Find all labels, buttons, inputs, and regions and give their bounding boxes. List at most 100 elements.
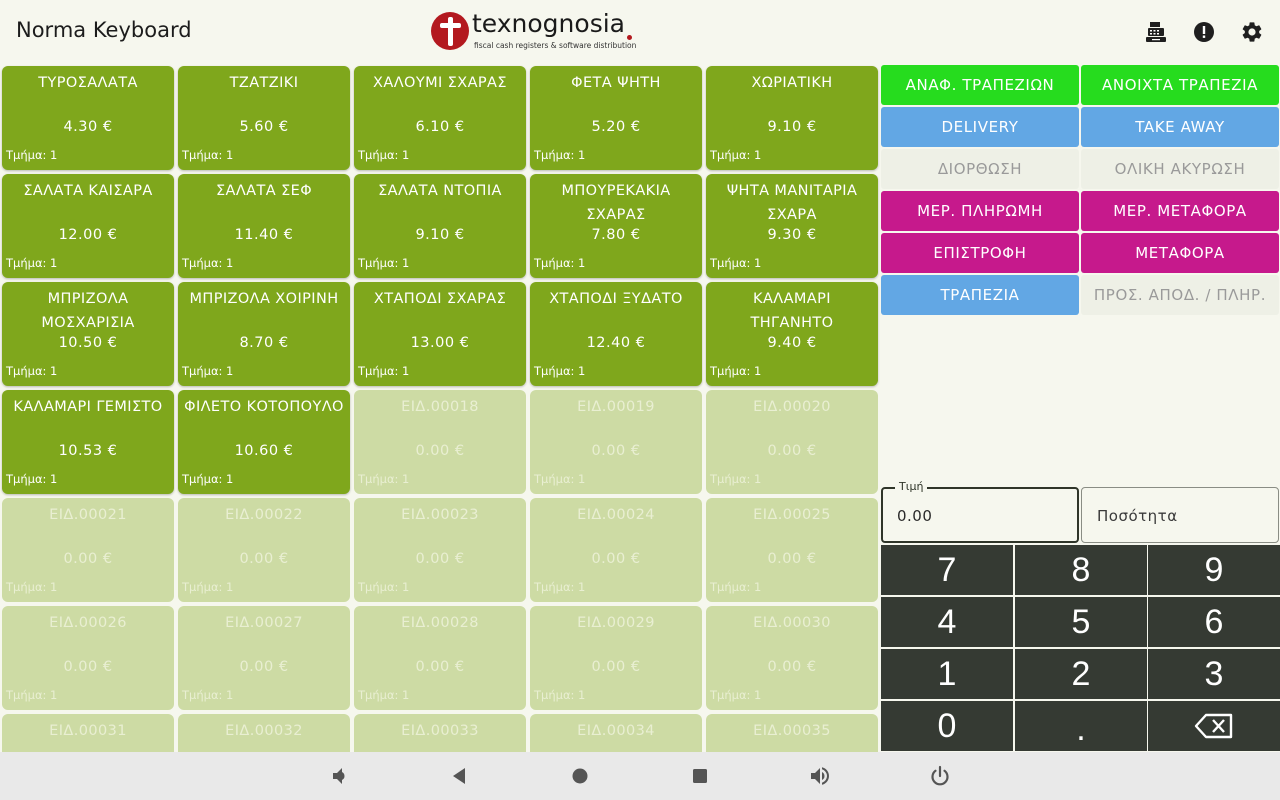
product-tile[interactable]: ΕΙΔ.00020 0.00 € Τμήμα: 1 xyxy=(706,390,878,494)
volume-down-icon[interactable] xyxy=(328,764,352,788)
action-button[interactable]: ΜΕΡ. ΠΛΗΡΩΜΗ xyxy=(881,191,1079,231)
product-department: Τμήμα: 1 xyxy=(182,148,234,162)
product-tile[interactable]: ΜΠΟΥΡΕΚΑΚΙΑ ΣΧΑΡΑΣ 7.80 € Τμήμα: 1 xyxy=(530,174,702,278)
key-7[interactable]: 7 xyxy=(881,545,1013,595)
product-tile[interactable]: ΨΗΤΑ ΜΑΝΙΤΑΡΙΑ ΣΧΑΡΑ 9.30 € Τμήμα: 1 xyxy=(706,174,878,278)
product-department: Τμήμα: 1 xyxy=(182,256,234,270)
product-department: Τμήμα: 1 xyxy=(710,256,762,270)
backspace-key[interactable] xyxy=(1148,701,1280,751)
recents-icon[interactable] xyxy=(688,764,712,788)
product-grid: ΤΥΡΟΣΑΛΑΤΑ 4.30 € Τμήμα: 1 ΤΖΑΤΖΙΚΙ 5.60 € Τμ… xyxy=(0,64,880,752)
product-tile[interactable]: ΧΩΡΙΑΤΙΚΗ 9.10 € Τμήμα: 1 xyxy=(706,66,878,170)
action-button[interactable]: ΤΡΑΠΕΖΙΑ xyxy=(881,275,1079,315)
logo-dot xyxy=(627,35,632,40)
product-tile[interactable]: ΕΙΔ.00030 0.00 € Τμήμα: 1 xyxy=(706,606,878,710)
product-name: ΤΖΑΤΖΙΚΙ xyxy=(229,75,299,91)
product-department: Τμήμα: 1 xyxy=(534,256,586,270)
alert-icon[interactable] xyxy=(1192,20,1216,44)
product-tile[interactable]: ΕΙΔ.00025 0.00 € Τμήμα: 1 xyxy=(706,498,878,602)
price-field[interactable]: Τιμή 0.00 xyxy=(881,480,1079,543)
product-tile[interactable]: ΣΑΛΑΤΑ ΣΕΦ 11.40 € Τμήμα: 1 xyxy=(178,174,350,278)
product-department: Τμήμα: 1 xyxy=(534,472,586,486)
product-name: ΕΙΔ.00033 xyxy=(401,723,479,739)
home-icon[interactable] xyxy=(568,764,592,788)
product-name: ΕΙΔ.00034 xyxy=(577,723,655,739)
product-tile[interactable]: ΚΑΛΑΜΑΡΙ ΤΗΓΑΝΗΤΟ 9.40 € Τμήμα: 1 xyxy=(706,282,878,386)
product-tile[interactable]: ΦΙΛΕΤΟ ΚΟΤΟΠΟΥΛΟ 10.60 € Τμήμα: 1 xyxy=(178,390,350,494)
product-tile[interactable]: ΕΙΔ.00035 xyxy=(706,714,878,752)
product-tile[interactable]: ΕΙΔ.00033 xyxy=(354,714,526,752)
product-tile[interactable]: ΕΙΔ.00019 0.00 € Τμήμα: 1 xyxy=(530,390,702,494)
product-tile[interactable]: ΕΙΔ.00031 xyxy=(2,714,174,752)
product-name: ΕΙΔ.00030 xyxy=(753,615,831,631)
product-tile[interactable]: ΜΠΡΙΖΟΛΑ ΜΟΣΧΑΡΙΣΙΑ 10.50 € Τμήμα: 1 xyxy=(2,282,174,386)
action-button[interactable]: ΑΝΟΙΧΤΑ ΤΡΑΠΕΖΙΑ xyxy=(1081,65,1279,105)
product-department: Τμήμα: 1 xyxy=(6,688,58,702)
power-icon[interactable] xyxy=(928,764,952,788)
key-9[interactable]: 9 xyxy=(1148,545,1280,595)
quantity-field[interactable]: Ποσότητα xyxy=(1081,487,1279,543)
product-tile[interactable]: ΕΙΔ.00034 xyxy=(530,714,702,752)
key-0[interactable]: 0 xyxy=(881,701,1013,751)
cash-register-icon[interactable] xyxy=(1144,20,1168,44)
key-3[interactable]: 3 xyxy=(1148,649,1280,699)
product-name: ΚΑΛΑΜΑΡΙ ΤΗΓΑΝΗΤΟ xyxy=(750,291,834,331)
key-4[interactable]: 4 xyxy=(881,597,1013,647)
product-tile[interactable]: ΕΙΔ.00029 0.00 € Τμήμα: 1 xyxy=(530,606,702,710)
product-name: ΧΑΛΟΥΜΙ ΣΧΑΡΑΣ xyxy=(373,75,507,91)
key-5[interactable]: 5 xyxy=(1015,597,1147,647)
action-button[interactable]: ΜΕΤΑΦΟΡΑ xyxy=(1081,233,1279,273)
product-department: Τμήμα: 1 xyxy=(358,688,410,702)
product-department: Τμήμα: 1 xyxy=(6,256,58,270)
product-tile[interactable]: ΣΑΛΑΤΑ ΝΤΟΠΙΑ 9.10 € Τμήμα: 1 xyxy=(354,174,526,278)
product-department: Τμήμα: 1 xyxy=(710,472,762,486)
action-button[interactable]: TAKE AWAY xyxy=(1081,107,1279,147)
product-tile[interactable]: ΕΙΔ.00018 0.00 € Τμήμα: 1 xyxy=(354,390,526,494)
key-decimal[interactable]: . xyxy=(1015,701,1147,751)
product-tile[interactable]: ΧΤΑΠΟΔΙ ΣΧΑΡΑΣ 13.00 € Τμήμα: 1 xyxy=(354,282,526,386)
action-button[interactable]: DELIVERY xyxy=(881,107,1079,147)
brand-logo: texnognosia fiscal cash registers & soft… xyxy=(431,9,641,54)
product-tile[interactable]: ΕΙΔ.00024 0.00 € Τμήμα: 1 xyxy=(530,498,702,602)
product-tile[interactable]: ΕΙΔ.00027 0.00 € Τμήμα: 1 xyxy=(178,606,350,710)
key-2[interactable]: 2 xyxy=(1015,649,1147,699)
product-tile[interactable]: ΦΕΤΑ ΨΗΤΗ 5.20 € Τμήμα: 1 xyxy=(530,66,702,170)
key-6[interactable]: 6 xyxy=(1148,597,1280,647)
product-tile[interactable]: ΤΖΑΤΖΙΚΙ 5.60 € Τμήμα: 1 xyxy=(178,66,350,170)
product-tile[interactable]: ΕΙΔ.00026 0.00 € Τμήμα: 1 xyxy=(2,606,174,710)
product-price: 6.10 € xyxy=(415,119,465,135)
key-1[interactable]: 1 xyxy=(881,649,1013,699)
product-tile[interactable]: ΕΙΔ.00021 0.00 € Τμήμα: 1 xyxy=(2,498,174,602)
product-name: ΜΠΡΙΖΟΛΑ ΜΟΣΧΑΡΙΣΙΑ xyxy=(41,291,135,331)
product-tile[interactable]: ΕΙΔ.00028 0.00 € Τμήμα: 1 xyxy=(354,606,526,710)
product-tile[interactable]: ΚΑΛΑΜΑΡΙ ΓΕΜΙΣΤΟ 10.53 € Τμήμα: 1 xyxy=(2,390,174,494)
product-name: ΕΙΔ.00028 xyxy=(401,615,479,631)
product-tile[interactable]: ΣΑΛΑΤΑ ΚΑΙΣΑΡΑ 12.00 € Τμήμα: 1 xyxy=(2,174,174,278)
product-price: 0.00 € xyxy=(767,551,817,567)
action-button[interactable]: ΜΕΡ. ΜΕΤΑΦΟΡΑ xyxy=(1081,191,1279,231)
back-icon[interactable] xyxy=(448,764,472,788)
action-button[interactable]: ΑΝΑΦ. ΤΡΑΠΕΖΙΩΝ xyxy=(881,65,1079,105)
settings-icon[interactable] xyxy=(1240,20,1264,44)
product-tile[interactable]: ΕΙΔ.00022 0.00 € Τμήμα: 1 xyxy=(178,498,350,602)
product-tile[interactable]: ΜΠΡΙΖΟΛΑ ΧΟΙΡΙΝΗ 8.70 € Τμήμα: 1 xyxy=(178,282,350,386)
product-department: Τμήμα: 1 xyxy=(6,364,58,378)
product-department: Τμήμα: 1 xyxy=(710,148,762,162)
product-price: 9.40 € xyxy=(767,335,817,351)
key-8[interactable]: 8 xyxy=(1015,545,1147,595)
product-department: Τμήμα: 1 xyxy=(182,472,234,486)
product-name: ΕΙΔ.00025 xyxy=(753,507,831,523)
product-department: Τμήμα: 1 xyxy=(6,472,58,486)
product-tile[interactable]: ΕΙΔ.00023 0.00 € Τμήμα: 1 xyxy=(354,498,526,602)
product-tile[interactable]: ΕΙΔ.00032 xyxy=(178,714,350,752)
product-name: ΕΙΔ.00020 xyxy=(753,399,831,415)
product-department: Τμήμα: 1 xyxy=(358,472,410,486)
product-department: Τμήμα: 1 xyxy=(358,364,410,378)
volume-up-icon[interactable] xyxy=(808,764,832,788)
product-price: 10.50 € xyxy=(58,335,118,351)
product-department: Τμήμα: 1 xyxy=(182,688,234,702)
action-button[interactable]: ΕΠΙΣΤΡΟΦΗ xyxy=(881,233,1079,273)
product-tile[interactable]: ΧΤΑΠΟΔΙ ΞΥΔΑΤΟ 12.40 € Τμήμα: 1 xyxy=(530,282,702,386)
product-tile[interactable]: ΧΑΛΟΥΜΙ ΣΧΑΡΑΣ 6.10 € Τμήμα: 1 xyxy=(354,66,526,170)
product-tile[interactable]: ΤΥΡΟΣΑΛΑΤΑ 4.30 € Τμήμα: 1 xyxy=(2,66,174,170)
